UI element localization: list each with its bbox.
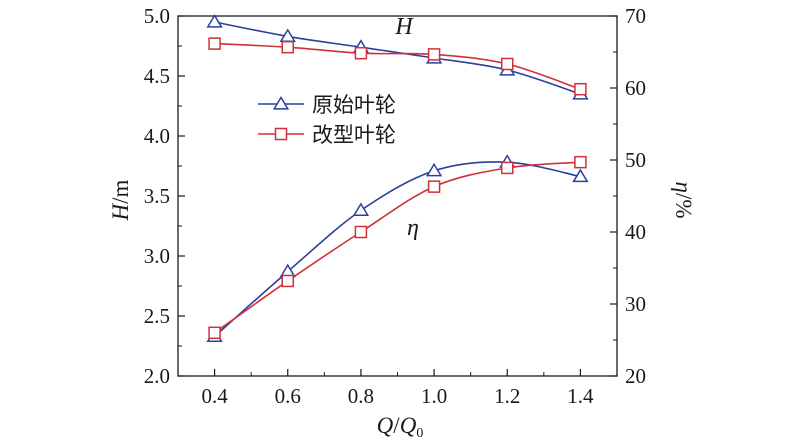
series-efficiency-triangle [206,154,589,343]
y-right-tick-label: 70 [625,4,646,28]
y-right-tick-label: 20 [625,364,646,388]
annotation-efficiency: η [407,215,419,241]
data-point [354,46,368,60]
data-point [354,225,368,239]
data-point [572,168,589,183]
data-point [206,14,223,28]
x-tick-label: 0.6 [275,384,301,408]
y-right-axis-title: η/% [671,182,696,219]
y-left-tick-label: 5.0 [144,4,170,28]
legend-label: 改型叶轮 [312,123,396,147]
annotations: Hη [394,14,419,241]
y-left-axis-title: H/m [108,179,133,221]
x-tick-label: 1.0 [421,384,447,408]
y-left-tick-label: 2.5 [144,304,170,328]
data-point [501,161,514,175]
data-point [574,155,587,169]
series-line [214,21,581,95]
y-left-tick-label: 4.0 [144,124,170,148]
series-line [214,42,581,90]
y-right-tick-label: 30 [625,292,646,316]
series-line [214,161,581,337]
data-point [427,48,441,61]
legend-label: 原始叶轮 [312,93,396,117]
data-point [281,40,294,54]
legend-marker [274,127,288,141]
data-point [352,202,370,217]
y-right-tick-label: 40 [625,220,646,244]
x-tick-label: 1.2 [494,384,520,408]
annotation-head: H [394,14,414,40]
y-left-tick-label: 3.5 [144,184,170,208]
plot-frame [177,15,618,377]
ticks-layer: 2.0 2.5 3.0 3.5 4.0 4.5 5.0 20 30 40 50 60 70 0.4 0.6 0… [144,4,646,408]
y-right-tick-label: 50 [625,148,646,172]
plot-border [177,15,618,377]
x-tick-label: 1.4 [567,384,594,408]
x-axis-title: Q/Q0 [377,413,424,441]
data-point [208,326,221,340]
data-point [208,37,221,50]
series-head-square [208,37,587,96]
series-efficiency-square [208,155,587,340]
y-left-tick-label: 3.0 [144,244,170,268]
data-point [501,57,514,71]
x-tick-label: 0.4 [201,384,228,408]
y-left-tick-label: 2.0 [144,364,170,388]
x-tick-label: 0.8 [348,384,374,408]
y-left-tick-label: 4.5 [144,64,170,88]
legend-item: 改型叶轮 [258,123,396,147]
y-right-tick-label: 60 [625,76,646,100]
data-point [574,82,587,96]
data-point [427,180,441,193]
series-layer [206,14,589,343]
legend-item: 原始叶轮 [258,93,396,117]
data-point [425,162,443,177]
data-point [281,274,294,288]
legend-marker [272,96,290,110]
